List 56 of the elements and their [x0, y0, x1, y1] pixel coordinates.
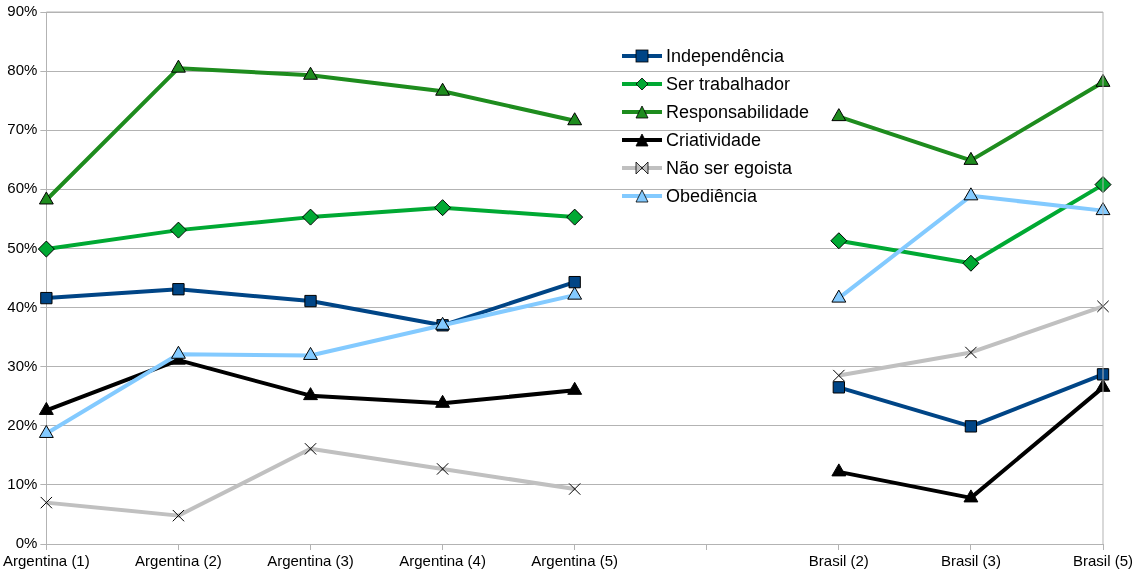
point: [963, 151, 979, 165]
y-tick-label: 40%: [7, 297, 38, 315]
x-tick-label: Argentina (5): [531, 552, 619, 570]
point: [303, 346, 318, 360]
point: [169, 221, 187, 239]
x-tick-label: Brasil (5): [1072, 552, 1134, 570]
point: [38, 401, 54, 415]
point: [831, 108, 847, 122]
point: [302, 208, 320, 226]
legend-label: Criatividade: [666, 129, 762, 151]
point: [962, 254, 980, 272]
point: [832, 381, 845, 394]
point: [568, 275, 581, 289]
point: [831, 289, 847, 303]
point: [171, 345, 186, 359]
x-tick-label: Argentina (3): [267, 552, 354, 570]
y-tick-label: 90%: [7, 2, 38, 20]
point: [566, 208, 584, 226]
point: [38, 424, 54, 438]
point: [40, 291, 53, 305]
point: [830, 232, 848, 250]
legend-label: Obediência: [666, 185, 758, 207]
point: [567, 112, 583, 126]
y-tick-label: 0%: [15, 534, 38, 552]
y-tick-label: 80%: [7, 61, 38, 79]
legend-label: Independência: [666, 45, 785, 67]
y-tick-label: 50%: [7, 238, 38, 256]
y-tick-label: 60%: [7, 179, 38, 197]
point: [303, 387, 318, 401]
y-tick-label: 70%: [7, 120, 38, 138]
point: [567, 381, 583, 395]
point: [831, 463, 847, 477]
point: [172, 283, 185, 296]
point: [38, 191, 54, 205]
point: [171, 59, 186, 73]
y-tick-label: 30%: [7, 356, 38, 374]
x-tick-label: Brasil (2): [808, 552, 869, 570]
point: [963, 187, 979, 201]
legend-label: Responsabilidade: [666, 101, 810, 123]
x-tick-label: Argentina (4): [399, 552, 486, 570]
point: [435, 82, 451, 96]
legend-label: Ser trabalhador: [666, 73, 791, 95]
point: [303, 66, 318, 80]
y-tick-label: 10%: [7, 475, 38, 493]
point: [435, 394, 451, 408]
point: [304, 294, 317, 308]
y-tick-label: 20%: [7, 415, 38, 433]
point: [963, 489, 979, 503]
x-tick-label: Argentina (2): [135, 552, 222, 570]
point: [434, 199, 452, 217]
point: [37, 240, 55, 258]
x-tick-label: Argentina (1): [3, 552, 90, 570]
point: [567, 286, 583, 300]
legend-label: Não ser egoista: [666, 157, 793, 179]
point: [964, 420, 978, 433]
x-tick-label: Brasil (3): [940, 552, 1001, 570]
